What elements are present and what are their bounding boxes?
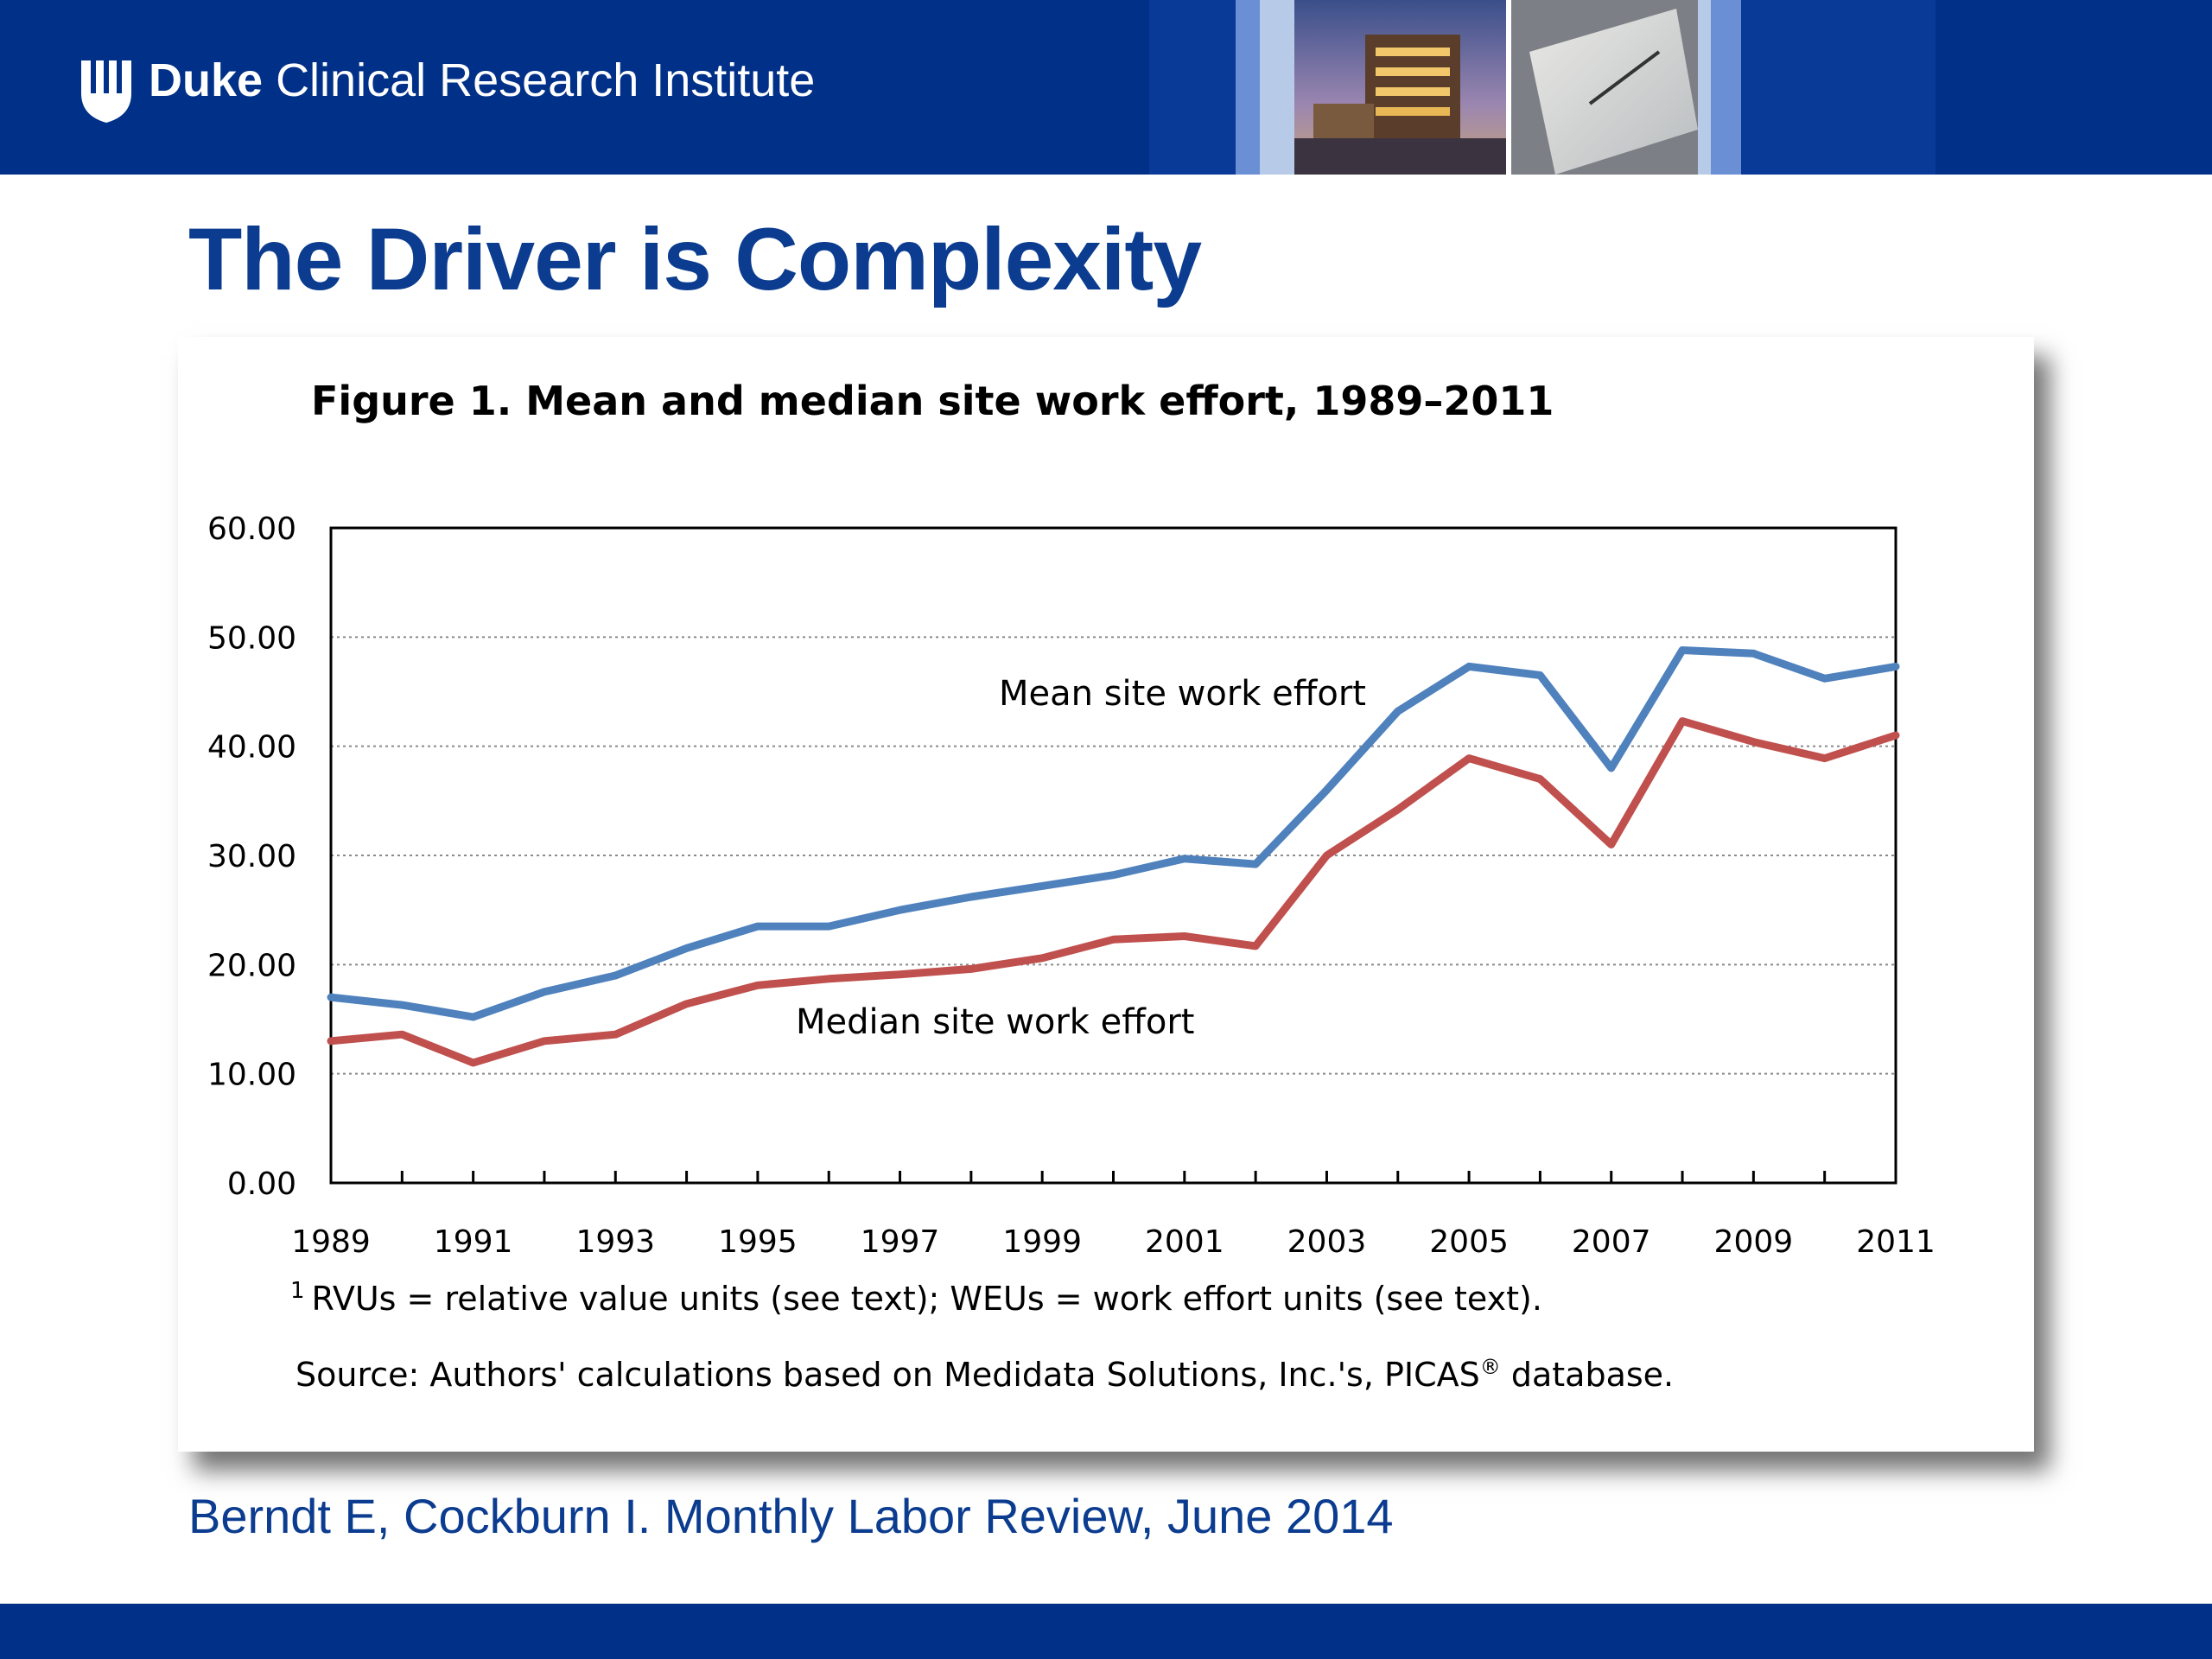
series-label-mean: Mean site work effort <box>999 674 1366 714</box>
source-text: Source: Authors' calculations based on M… <box>296 1356 1480 1394</box>
x-axis: 1989 1991 1993 1995 1997 1999 2001 2003 2005 2007… <box>291 1171 1936 1260</box>
x-tick-label: 2003 <box>1287 1224 1367 1260</box>
brand-name: Duke Clinical Research Institute <box>149 54 815 107</box>
series-label-median: Median site work effort <box>796 1002 1194 1042</box>
y-tick-label: 0.00 <box>227 1166 296 1202</box>
y-axis: 0.00 10.00 20.00 30.00 40.00 50.00 60.00 <box>207 512 296 1202</box>
series-line-median <box>327 717 1900 1067</box>
source-mark: ® <box>1480 1355 1501 1379</box>
x-tick-label: 2005 <box>1429 1224 1509 1260</box>
brand-bold: Duke <box>149 54 264 106</box>
y-tick-label: 10.00 <box>207 1058 296 1093</box>
line-chart: Figure 1. Mean and median site work effo… <box>207 378 1936 1394</box>
brand-rest: Clinical Research Institute <box>276 54 816 106</box>
citation: Berndt E, Cockburn I. Monthly Labor Revi… <box>188 1489 1394 1543</box>
duke-shield-logo <box>81 55 131 123</box>
x-tick-label: 1993 <box>575 1224 655 1260</box>
x-tick-label: 2001 <box>1145 1224 1224 1260</box>
x-tick-label: 1995 <box>718 1224 798 1260</box>
header-banner: Duke Clinical Research Institute <box>0 0 2212 175</box>
source-end: database. <box>1501 1356 1674 1394</box>
y-tick-label: 40.00 <box>207 730 296 766</box>
y-tick-label: 60.00 <box>207 512 296 547</box>
series-lines <box>327 646 1900 1067</box>
x-tick-label: 2007 <box>1572 1224 1651 1260</box>
gridlines <box>331 636 1896 1075</box>
y-tick-label: 20.00 <box>207 948 296 983</box>
y-tick-label: 30.00 <box>207 839 296 874</box>
footnote: 1 RVUs = relative value units (see text);… <box>290 1278 1542 1318</box>
figure-card: Figure 1. Mean and median site work effo… <box>178 337 2034 1452</box>
series-line-mean <box>327 646 1900 1021</box>
x-tick-label: 1991 <box>434 1224 513 1260</box>
x-tick-label: 1997 <box>861 1224 940 1260</box>
slide-title: The Driver is Complexity <box>188 210 1202 308</box>
x-tick-label: 2011 <box>1856 1224 1936 1260</box>
x-tick-label: 2009 <box>1714 1224 1794 1260</box>
x-tick-label: 1989 <box>291 1224 371 1260</box>
footnote-text: RVUs = relative value units (see text); … <box>312 1280 1542 1318</box>
x-tick-label: 1999 <box>1002 1224 1082 1260</box>
chart-title: Figure 1. Mean and median site work effo… <box>311 378 1554 424</box>
footnote-marker: 1 <box>290 1278 305 1304</box>
source-note: Source: Authors' calculations based on M… <box>296 1355 1674 1394</box>
header-photo-collage <box>1149 0 1936 175</box>
y-tick-label: 50.00 <box>207 620 296 656</box>
footer-bar <box>0 1604 2212 1659</box>
